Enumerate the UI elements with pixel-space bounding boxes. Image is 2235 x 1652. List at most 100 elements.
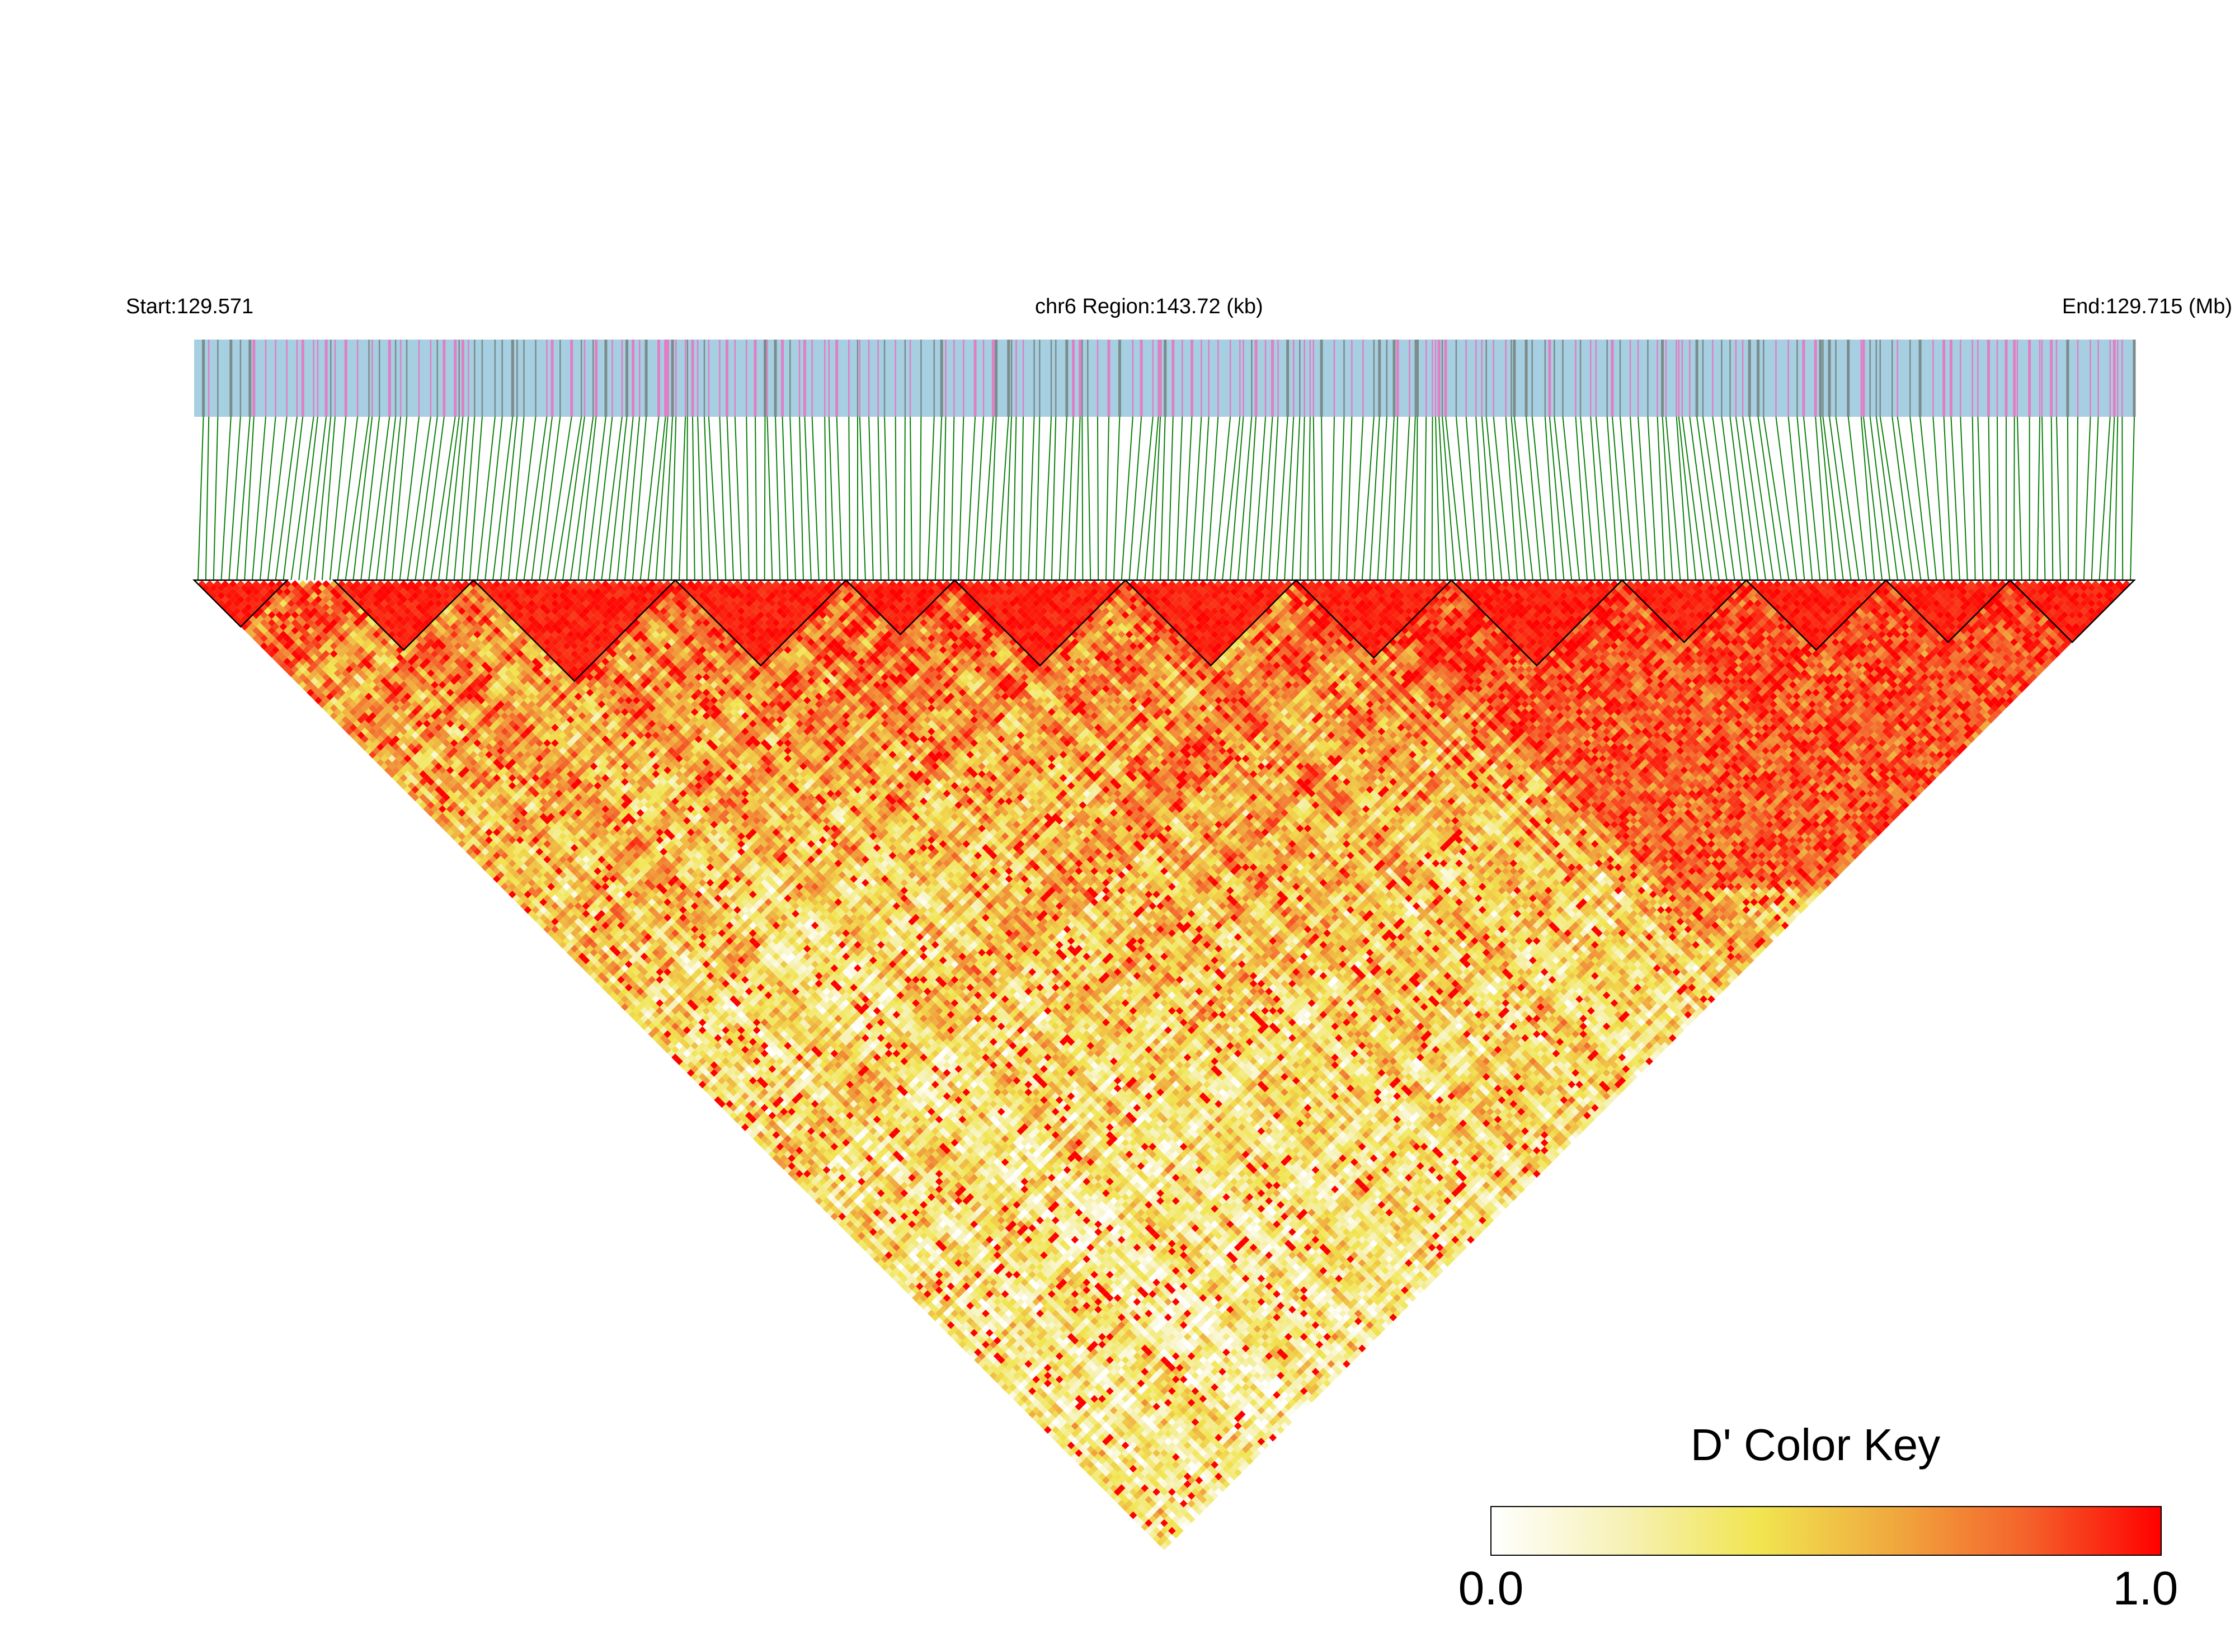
snp-connector [1978,417,1983,580]
snp-connector [539,417,560,580]
snp-connector [958,417,963,580]
snp-connector-lines [198,417,2134,580]
snp-connector [1612,417,1626,580]
snp-connector [790,417,796,580]
snp-connector [1044,417,1051,580]
snp-connector [664,417,672,580]
snp-connector [1300,417,1305,580]
snp-connector [1082,417,1083,580]
snp-connector [206,417,209,580]
snp-connector [910,417,912,580]
snp-connector [1184,417,1192,580]
snp-connector [2084,417,2091,580]
region-label: chr6 Region:143.72 (kb) [1035,295,1263,318]
snp-connector [704,417,711,580]
snp-connector [1314,417,1316,580]
snp-connector [943,417,946,580]
snp-connector [656,417,667,580]
snp-connector [935,417,942,580]
snp-connector [392,417,407,580]
snp-connector [361,417,379,580]
snp-connector [1763,417,1789,580]
snp-connector [1075,417,1080,580]
snp-connector [783,417,788,580]
snp-connector [2092,417,2098,580]
snp-connector [775,417,780,580]
snp-connector [2122,417,2123,580]
snp-connector [746,417,749,580]
ld-triangle-heatmap [198,580,2130,1550]
snp-connector [849,417,850,580]
snp-connector [2038,417,2040,580]
snp-connector [2057,417,2060,580]
snp-connector [982,417,993,580]
snp-connector [2130,417,2134,580]
snp-connector [1393,417,1398,580]
snp-connector [1482,417,1494,580]
snp-connector [812,417,819,580]
snp-connector [878,417,881,580]
snp-connector [1424,417,1426,580]
snp-connector [829,417,835,580]
snp-connector [1776,417,1796,580]
snp-connector [1215,417,1230,580]
snp-connector [1385,417,1394,580]
snp-connector [299,417,318,580]
snp-connector [1532,417,1549,580]
snp-connector [1238,417,1252,580]
snp-connector [1401,417,1409,580]
snp-connector [884,417,888,580]
snp-connector [755,417,757,580]
snp-connector [1436,417,1439,580]
snp-connector [1880,417,1905,580]
snp-connector [1920,417,1936,580]
snp-connector [1246,417,1256,580]
snp-connector [1192,417,1202,580]
snp-connector [687,417,688,580]
snp-connector [1199,417,1208,580]
snp-connector [719,417,726,580]
snp-connector [1933,417,1944,580]
snp-connector [698,417,702,580]
start-label: Start:129.571 [126,295,253,318]
snp-connector [2014,417,2015,580]
snp-connector [1168,417,1173,580]
snp-connector [1207,417,1218,580]
snp-connector [1439,417,1447,580]
snp-connector [2042,417,2045,580]
end-label: End:129.715 (Mb) [2062,295,2232,318]
snp-connector [1432,417,1433,580]
snp-connector [709,417,718,580]
snp-connector [633,417,646,580]
snp-connector [837,417,843,580]
snp-connector [1005,417,1011,580]
snp-connector [1892,417,1913,580]
snp-connector [1292,417,1300,580]
snp-connector [485,417,502,580]
snp-connector [1331,417,1334,580]
snp-connector [693,417,695,580]
snp-connector [1545,417,1556,580]
snp-connector [1898,417,1921,580]
snp-connector [648,417,666,580]
snp-connector [1789,417,1805,580]
snp-connector [997,417,1009,580]
snp-connector [509,417,524,580]
snp-connector [735,417,741,580]
snp-connector [1020,417,1023,580]
snp-connector [1848,417,1867,580]
snp-position-track [194,340,2134,417]
snp-connector [1377,417,1386,580]
snp-connector [222,417,231,580]
snp-connector [641,417,659,580]
snp-connector [462,417,475,580]
snp-connector [1456,417,1471,580]
snp-connector [625,417,639,580]
snp-connector [1308,417,1310,580]
snp-connector [531,417,552,580]
snp-connector [904,417,905,580]
snp-connector [1160,417,1165,580]
snp-connector [1362,417,1374,580]
snp-connector [1106,417,1109,580]
snp-connector [679,417,685,580]
